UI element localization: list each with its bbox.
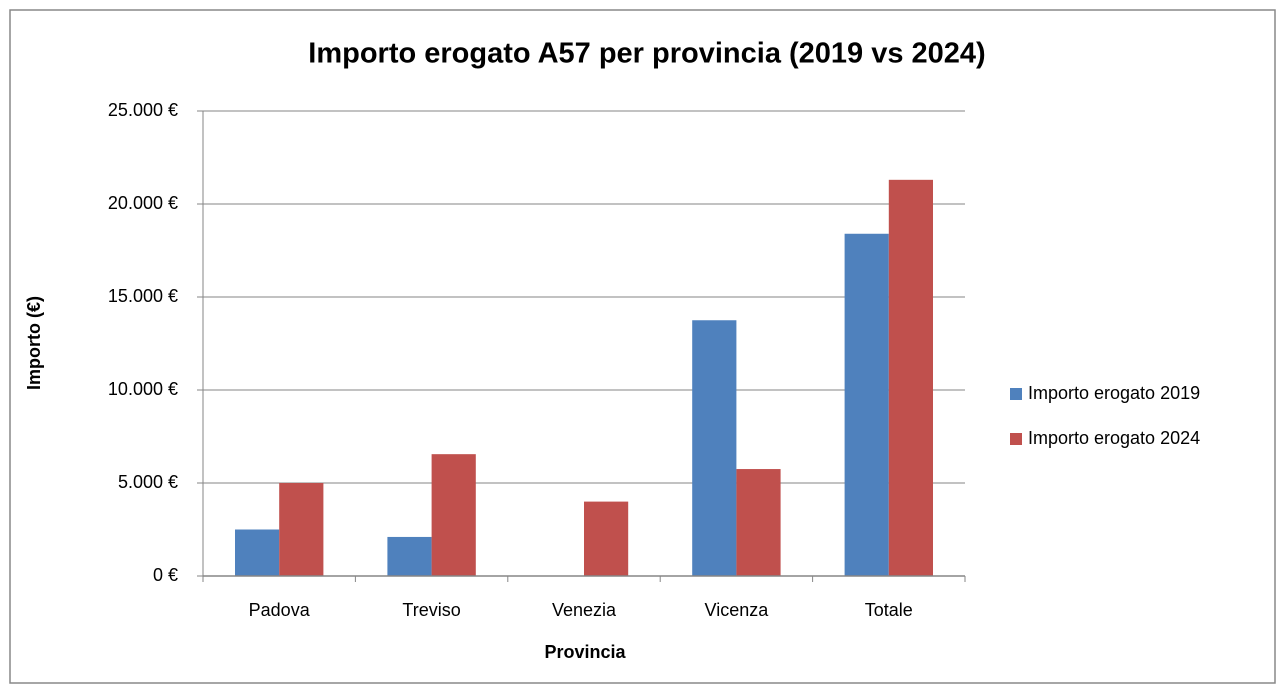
y-tick-label: 0 € bbox=[153, 565, 178, 585]
legend-label: Importo erogato 2019 bbox=[1028, 383, 1200, 403]
y-tick-label: 25.000 € bbox=[108, 100, 178, 120]
y-axis-label: Importo (€) bbox=[24, 296, 44, 390]
y-tick-label: 20.000 € bbox=[108, 193, 178, 213]
x-tick-label: Treviso bbox=[402, 600, 460, 620]
x-tick-label: Venezia bbox=[552, 600, 617, 620]
chart-title: Importo erogato A57 per provincia (2019 … bbox=[308, 38, 985, 70]
bar bbox=[387, 536, 432, 576]
bar bbox=[584, 501, 629, 576]
bar bbox=[235, 529, 280, 576]
x-tick-label: Vicenza bbox=[705, 600, 770, 620]
bar bbox=[844, 233, 889, 576]
y-tick-label: 5.000 € bbox=[118, 472, 178, 492]
legend-swatch bbox=[1010, 433, 1022, 445]
bar bbox=[692, 320, 737, 576]
chart-border bbox=[9, 9, 1276, 684]
bar bbox=[888, 179, 933, 576]
x-tick-label: Totale bbox=[865, 600, 913, 620]
y-tick-label: 10.000 € bbox=[108, 379, 178, 399]
bar bbox=[736, 469, 781, 576]
bar bbox=[431, 454, 476, 576]
legend-swatch bbox=[1010, 388, 1022, 400]
y-tick-label: 15.000 € bbox=[108, 286, 178, 306]
x-axis-label: Provincia bbox=[544, 642, 626, 662]
legend-label: Importo erogato 2024 bbox=[1028, 428, 1200, 448]
bar bbox=[279, 483, 324, 576]
x-tick-label: Padova bbox=[249, 600, 311, 620]
